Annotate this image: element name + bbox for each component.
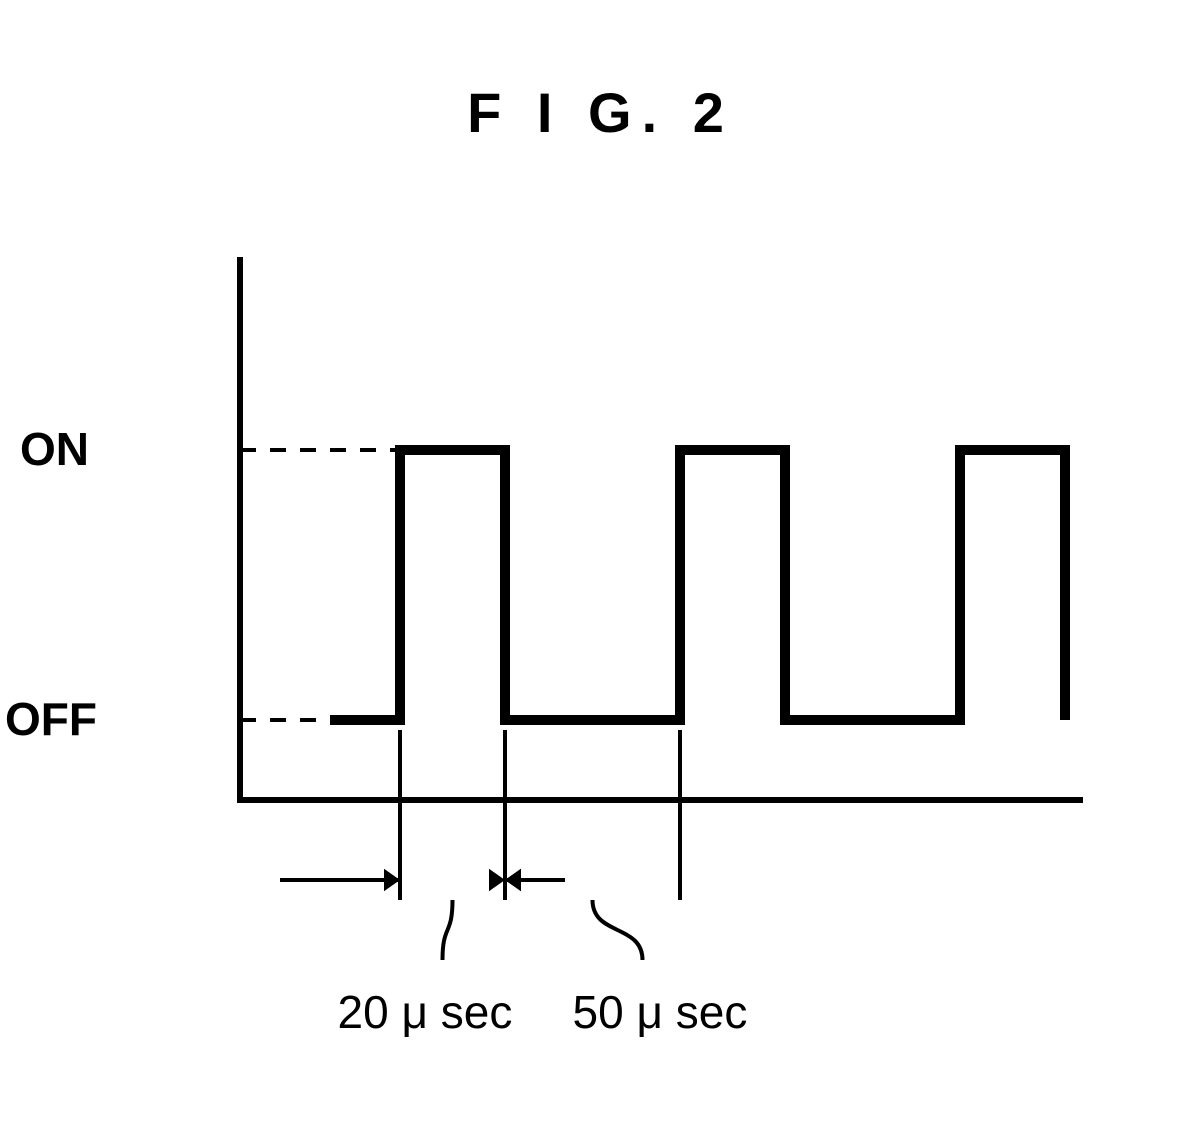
- y-axis-off-label: OFF: [5, 692, 97, 746]
- figure-title: F I G. 2: [0, 80, 1201, 145]
- y-axis-on-label: ON: [20, 422, 89, 476]
- timing-diagram: [120, 240, 1120, 1045]
